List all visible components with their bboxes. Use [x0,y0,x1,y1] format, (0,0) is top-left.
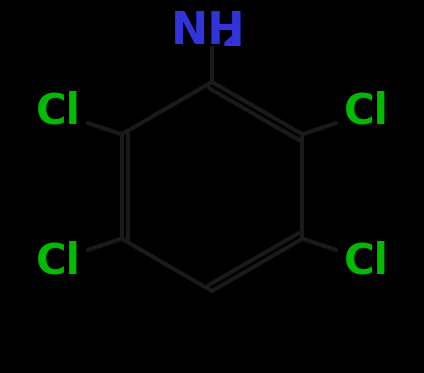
Text: Cl: Cl [36,240,81,282]
Text: Cl: Cl [343,240,388,282]
Text: Cl: Cl [343,91,388,133]
Text: NH: NH [171,10,245,53]
Text: 2: 2 [222,23,243,52]
Text: Cl: Cl [36,91,81,133]
